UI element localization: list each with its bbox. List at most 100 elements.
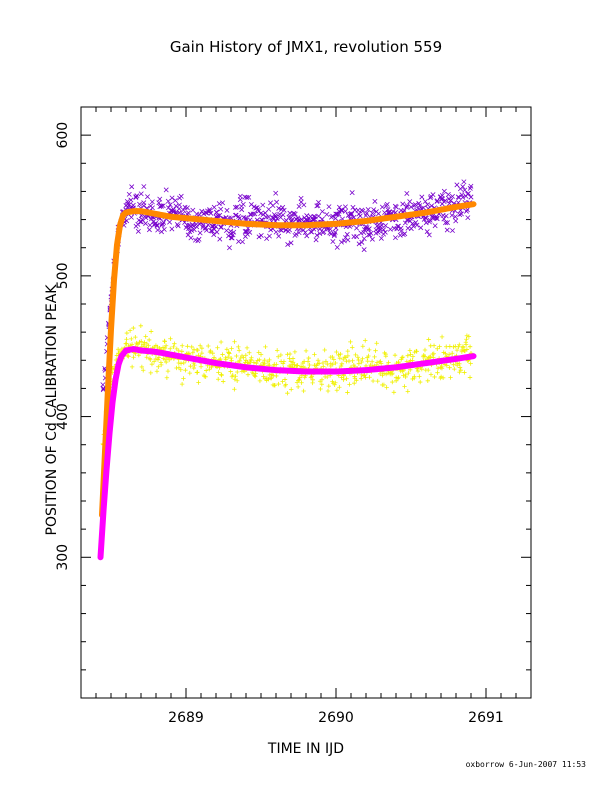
scatter-point — [180, 343, 185, 348]
scatter-point — [288, 240, 294, 246]
scatter-point — [337, 355, 343, 361]
scatter-point — [249, 355, 254, 360]
scatter-point — [146, 343, 151, 348]
scatter-point — [230, 372, 235, 378]
scatter-point — [188, 364, 193, 369]
scatter-point — [168, 336, 173, 341]
scatter-point — [128, 197, 134, 203]
scatter-point — [460, 194, 466, 200]
scatter-point — [156, 355, 162, 360]
scatter-point — [124, 218, 130, 224]
scatter-point — [372, 354, 377, 360]
scatter-point — [467, 375, 473, 380]
scatter-point — [280, 379, 285, 384]
fit-point — [107, 430, 112, 436]
scatter-point — [274, 216, 280, 222]
fit-point — [423, 210, 429, 216]
scatter-point — [232, 387, 237, 392]
scatter-point — [404, 190, 410, 196]
scatter-point — [289, 217, 295, 223]
fit-point — [213, 360, 219, 366]
fit-point — [114, 242, 120, 248]
scatter-point — [151, 359, 157, 364]
x-tick-label: 2689 — [168, 710, 204, 726]
fit-point — [471, 353, 477, 359]
scatter-point — [316, 361, 322, 366]
scatter-point — [141, 184, 147, 190]
scatter-point — [449, 193, 455, 199]
scatter-point — [383, 353, 389, 359]
scatter-point — [316, 213, 322, 219]
scatter-point — [379, 204, 385, 210]
scatter-point — [451, 362, 456, 367]
scatter-point — [384, 385, 389, 390]
scatter-point — [468, 183, 474, 189]
scatter-point — [376, 211, 382, 217]
scatter-point — [442, 198, 448, 204]
scatter-point — [403, 372, 408, 378]
scatter-point — [181, 360, 186, 366]
scatter-point — [237, 358, 242, 364]
scatter-point — [167, 219, 173, 225]
scatter-point — [352, 380, 357, 386]
scatter-point — [404, 217, 410, 223]
scatter-point — [190, 207, 196, 213]
scatter-point — [465, 215, 471, 221]
scatter-point — [208, 348, 213, 354]
scatter-point — [424, 229, 430, 235]
scatter-point — [124, 330, 130, 336]
scatter-point — [208, 228, 214, 234]
scatter-point — [189, 344, 194, 350]
scatter-point — [305, 359, 311, 364]
scatter-point — [330, 239, 336, 245]
scatter-point — [330, 213, 336, 219]
scatter-point — [324, 211, 330, 217]
scatter-point — [396, 375, 401, 380]
scatter-point — [161, 220, 167, 225]
fit-point — [131, 208, 136, 214]
scatter-point — [141, 200, 147, 206]
scatter-point — [215, 213, 221, 219]
scatter-point — [176, 206, 182, 212]
scatter-point — [464, 347, 470, 352]
scatter-point — [310, 377, 316, 383]
fit-point — [363, 367, 369, 373]
scatter-point — [301, 359, 307, 364]
scatter-point — [128, 214, 134, 220]
scatter-point — [155, 227, 161, 233]
scatter-point — [425, 202, 430, 208]
scatter-point — [371, 207, 377, 213]
scatter-point — [353, 352, 358, 358]
scatter-point — [280, 361, 286, 366]
scatter-point — [292, 211, 298, 217]
fit-point — [453, 356, 459, 362]
scatter-point — [441, 188, 447, 194]
scatter-point — [296, 377, 302, 382]
scatter-point — [382, 229, 388, 235]
scatter-point — [350, 204, 356, 210]
scatter-point — [375, 378, 380, 384]
scatter-point — [345, 348, 350, 354]
scatter-point — [290, 360, 296, 365]
scatter-point — [139, 364, 145, 370]
scatter-point — [143, 221, 149, 226]
scatter-point — [342, 204, 348, 210]
scatter-point — [207, 207, 213, 213]
scatter-point — [260, 202, 266, 208]
scatter-point — [261, 374, 266, 379]
scatter-point — [185, 344, 190, 349]
scatter-point — [443, 351, 448, 356]
scatter-point — [426, 232, 432, 238]
scatter-point — [218, 206, 224, 212]
scatter-point — [276, 381, 281, 387]
fit-point — [138, 347, 144, 353]
scatter-point — [236, 215, 242, 221]
scatter-point — [293, 231, 299, 237]
scatter-point — [218, 224, 224, 230]
scatter-point — [411, 375, 417, 381]
scatter-point — [126, 354, 131, 359]
scatter-point — [133, 334, 138, 340]
scatter-point — [327, 226, 333, 232]
scatter-point — [369, 236, 375, 242]
scatter-point — [407, 348, 413, 353]
